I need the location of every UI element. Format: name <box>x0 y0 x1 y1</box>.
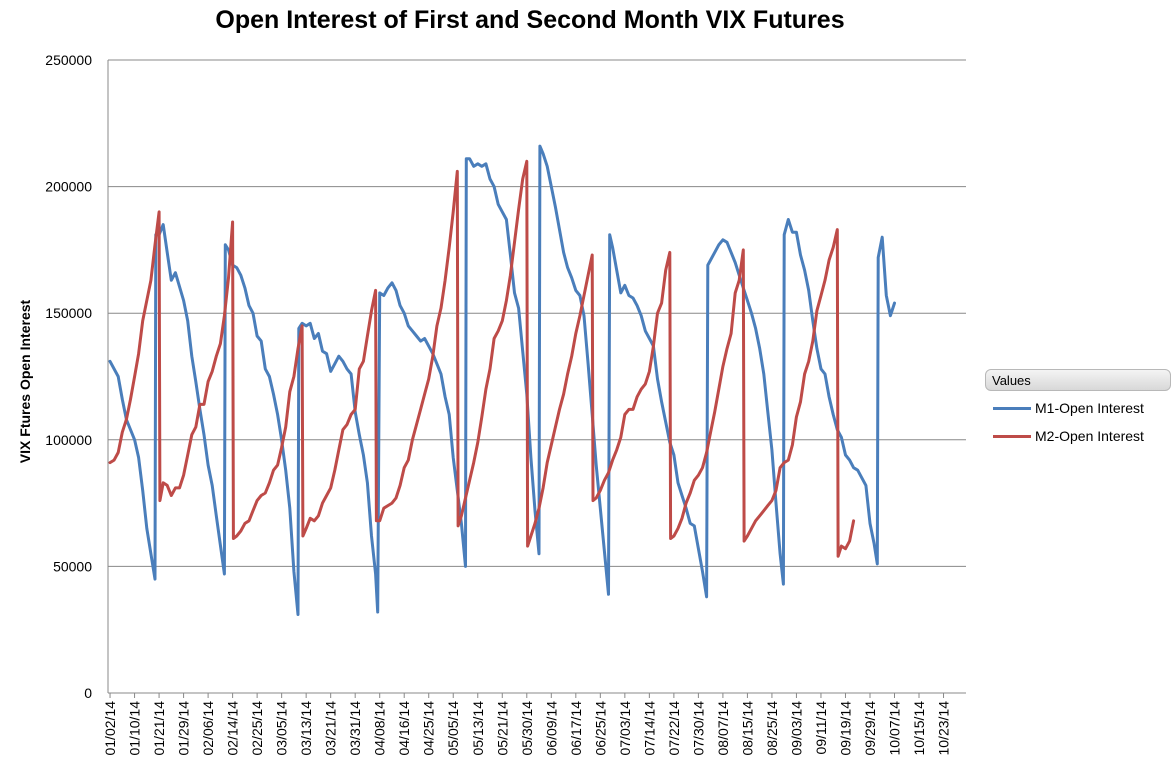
x-tick-label: 05/13/14 <box>470 701 486 756</box>
legend-swatch-m2 <box>993 435 1031 438</box>
gridlines <box>108 59 966 567</box>
legend: Values M1-Open Interest M2-Open Interest <box>985 369 1171 447</box>
x-tick-label: 09/03/14 <box>788 701 804 756</box>
x-tick-label: 06/09/14 <box>543 701 559 756</box>
x-tick-label: 09/29/14 <box>862 701 878 756</box>
x-tick-label: 03/21/14 <box>323 701 339 756</box>
x-tick-label: 01/29/14 <box>176 701 192 756</box>
x-tick-label: 02/25/14 <box>249 701 265 756</box>
x-tick-label: 06/17/14 <box>568 701 584 756</box>
x-tick-label: 01/10/14 <box>127 701 143 756</box>
x-tick-label: 05/30/14 <box>519 701 535 756</box>
x-tick-label: 07/14/14 <box>641 701 657 756</box>
x-tick-label: 01/02/14 <box>102 701 118 756</box>
legend-title: Values <box>985 369 1171 391</box>
x-axis-tick-labels: 01/02/14 01/10/14 01/21/14 01/29/14 02/06/14… <box>102 693 952 756</box>
y-tick-label: 250000 <box>45 52 92 68</box>
x-tick-label: 04/08/14 <box>372 701 388 756</box>
x-tick-label: 02/06/14 <box>200 701 216 756</box>
y-tick-label: 200000 <box>45 179 92 195</box>
legend-item-m2: M2-Open Interest <box>985 425 1171 447</box>
chart-title: Open Interest of First and Second Month … <box>215 6 845 34</box>
series-lines <box>108 144 896 616</box>
x-tick-label: 08/07/14 <box>715 701 731 756</box>
x-tick-label: 03/05/14 <box>274 701 290 756</box>
series-line-m1 <box>108 144 896 616</box>
x-tick-label: 07/22/14 <box>666 701 682 756</box>
x-tick-label: 08/15/14 <box>739 701 755 756</box>
x-tick-label: 07/03/14 <box>617 701 633 756</box>
x-tick-label: 09/19/14 <box>837 701 853 756</box>
y-tick-label: 0 <box>84 685 92 701</box>
x-tick-label: 09/11/14 <box>813 701 829 755</box>
legend-swatch-m1 <box>993 407 1031 410</box>
x-tick-label: 04/16/14 <box>396 701 412 756</box>
legend-item-m1: M1-Open Interest <box>985 397 1171 419</box>
legend-label-m1: M1-Open Interest <box>1035 400 1144 416</box>
x-tick-label: 02/14/14 <box>225 701 241 756</box>
x-tick-label: 10/23/14 <box>936 701 952 756</box>
x-tick-label: 01/21/14 <box>151 701 167 756</box>
x-tick-label: 10/15/14 <box>911 701 927 756</box>
x-tick-label: 10/07/14 <box>887 701 903 756</box>
legend-label-m2: M2-Open Interest <box>1035 428 1144 444</box>
x-tick-label: 03/13/14 <box>298 701 314 756</box>
y-tick-label: 100000 <box>45 432 92 448</box>
y-tick-label: 50000 <box>53 558 92 574</box>
y-axis-label: VIX Ftures Open Interest <box>17 299 33 463</box>
x-tick-label: 04/25/14 <box>421 701 437 756</box>
x-tick-label: 06/25/14 <box>592 701 608 756</box>
y-axis-tick-labels: 0 50000 100000 150000 200000 250000 <box>45 52 92 701</box>
x-tick-label: 07/30/14 <box>690 701 706 756</box>
x-tick-label: 05/05/14 <box>445 701 461 756</box>
y-tick-label: 150000 <box>45 305 92 321</box>
series-line-m2 <box>108 159 856 558</box>
x-tick-label: 03/31/14 <box>347 701 363 756</box>
x-tick-label: 08/25/14 <box>764 701 780 756</box>
x-tick-label: 05/21/14 <box>494 701 510 756</box>
